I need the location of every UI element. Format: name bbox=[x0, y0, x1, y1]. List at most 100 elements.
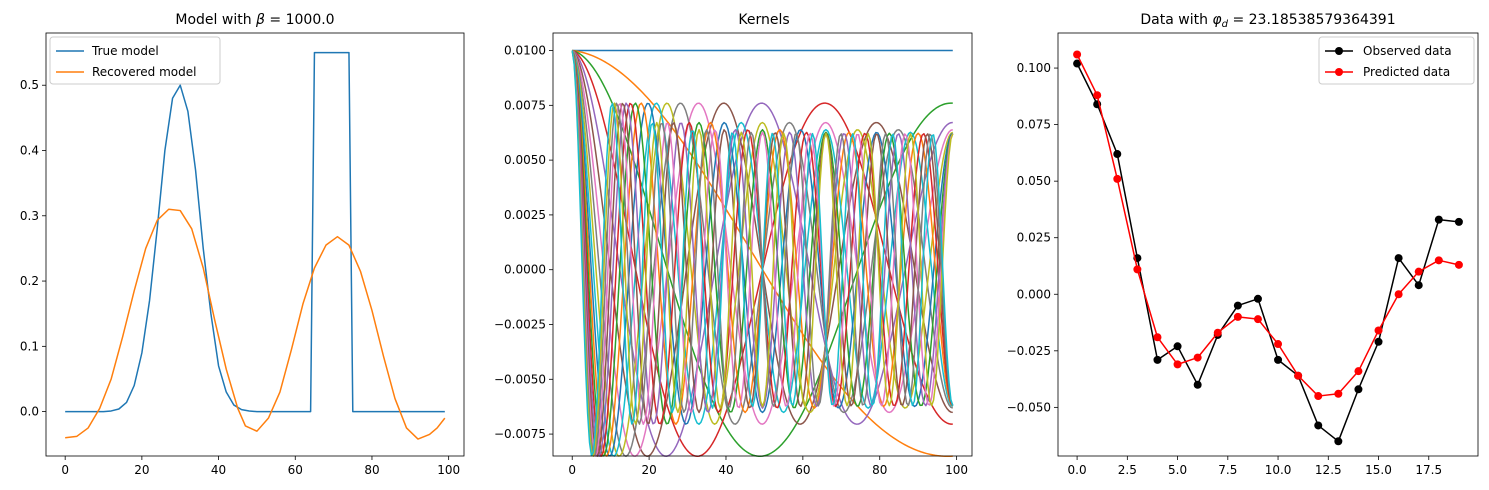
observed-data-point bbox=[1314, 421, 1323, 430]
kernels-axes-frame bbox=[552, 32, 973, 457]
predicted-data-point bbox=[1454, 260, 1463, 269]
observed-data-point bbox=[1334, 437, 1343, 446]
predicted-data-point bbox=[1213, 328, 1222, 337]
kernel-line-16 bbox=[571, 50, 954, 457]
data-xtick-label: 10.0 bbox=[1265, 463, 1292, 477]
kernel-line-19 bbox=[571, 50, 954, 457]
model-ytick-label: 0.3 bbox=[20, 209, 39, 223]
observed-data-point bbox=[1354, 385, 1363, 394]
observed-data-point bbox=[1253, 294, 1262, 303]
observed-data-point bbox=[1434, 215, 1443, 224]
observed-data-point bbox=[1454, 217, 1463, 226]
predicted-data-point bbox=[1414, 267, 1423, 276]
model-title-suffix: = 1000.0 bbox=[265, 12, 335, 28]
data-ytick-label: 0.050 bbox=[1017, 174, 1051, 188]
kernel-line-12 bbox=[571, 50, 954, 457]
observed-data-point bbox=[1414, 281, 1423, 290]
kernels-panel: Kernels 0 20 40 60 80 100 0.0100 0.0075 0.0050 0.… bbox=[494, 12, 973, 477]
kernels-plot-area bbox=[571, 49, 954, 458]
data-xtick-label: 15.0 bbox=[1365, 463, 1392, 477]
recovered-model-line bbox=[65, 208, 446, 440]
true-model-line bbox=[65, 51, 445, 413]
predicted-data-point bbox=[1133, 265, 1142, 274]
model-title-prefix: Model with bbox=[175, 12, 256, 28]
kernels-xtick-label: 80 bbox=[872, 463, 887, 477]
predicted-data-point bbox=[1073, 50, 1082, 59]
model-xtick-label: 0 bbox=[61, 463, 69, 477]
data-xtick-label: 5.0 bbox=[1168, 463, 1187, 477]
model-legend-label-true: True model bbox=[91, 44, 159, 58]
kernels-ytick-label: −0.0025 bbox=[494, 317, 546, 331]
observed-data-point bbox=[1374, 337, 1383, 346]
data-legend-marker-observed bbox=[1335, 47, 1343, 55]
predicted-data-point bbox=[1233, 312, 1242, 321]
data-panel: Data with φd = 23.18538579364391 0.0 2.5 5… bbox=[1007, 12, 1479, 477]
predicted-data-point bbox=[1354, 367, 1363, 376]
data-title-prefix: Data with bbox=[1140, 12, 1212, 28]
data-xtick-label: 7.5 bbox=[1218, 463, 1237, 477]
kernels-ytick-label: 0.0050 bbox=[504, 153, 546, 167]
kernels-xtick-label: 100 bbox=[945, 463, 968, 477]
kernel-line-14 bbox=[571, 50, 954, 458]
predicted-data-point bbox=[1314, 392, 1323, 401]
observed-data-point bbox=[1073, 59, 1082, 68]
kernels-ytick-label: 0.0000 bbox=[504, 263, 546, 277]
model-title: Model with β = 1000.0 bbox=[175, 12, 334, 28]
observed-data-point bbox=[1233, 301, 1242, 310]
model-axes-frame bbox=[45, 32, 465, 457]
model-xtick-label: 20 bbox=[134, 463, 149, 477]
predicted-data-point bbox=[1173, 360, 1182, 369]
data-title-phi-subscript: d bbox=[1222, 19, 1229, 30]
predicted-data-point bbox=[1434, 256, 1443, 265]
model-title-beta-symbol: β bbox=[255, 12, 265, 28]
kernels-xtick-label: 40 bbox=[718, 463, 733, 477]
data-title: Data with φd = 23.18538579364391 bbox=[1140, 12, 1395, 30]
observed-data-point bbox=[1153, 355, 1162, 364]
data-xtick-label: 0.0 bbox=[1068, 463, 1087, 477]
kernels-xtick-label: 0 bbox=[568, 463, 576, 477]
predicted-data-point bbox=[1193, 353, 1202, 362]
model-xtick-label: 40 bbox=[211, 463, 226, 477]
kernels-ytick-label: 0.0025 bbox=[504, 208, 546, 222]
data-ytick-label: 0.100 bbox=[1017, 61, 1051, 75]
model-plot-area bbox=[65, 51, 446, 440]
observed-data-point bbox=[1274, 355, 1283, 364]
predicted-data-point bbox=[1093, 91, 1102, 100]
data-title-phi-symbol: φ bbox=[1212, 12, 1222, 28]
model-ytick-label: 0.1 bbox=[20, 339, 39, 353]
kernels-ytick-label: −0.0050 bbox=[494, 372, 546, 386]
predicted-data-point bbox=[1274, 340, 1283, 349]
model-xtick-label: 60 bbox=[288, 463, 303, 477]
predicted-data-point bbox=[1374, 326, 1383, 335]
kernels-ytick-label: −0.0075 bbox=[494, 427, 546, 441]
kernels-xtick-label: 60 bbox=[795, 463, 810, 477]
predicted-data-line bbox=[1076, 54, 1460, 397]
data-ytick-label: −0.050 bbox=[1007, 400, 1051, 414]
data-legend-box bbox=[1318, 36, 1475, 85]
data-legend: Observed data Predicted data bbox=[1318, 36, 1475, 85]
predicted-data-point bbox=[1334, 389, 1343, 398]
predicted-data-point bbox=[1294, 371, 1303, 380]
kernels-ytick-label: 0.0075 bbox=[504, 98, 546, 112]
data-ytick-label: 0.025 bbox=[1017, 231, 1051, 245]
data-legend-label-observed: Observed data bbox=[1363, 44, 1452, 58]
model-axis-ticks: 0 20 40 60 80 100 0.0 0.1 0.2 0.3 0.4 0.5 bbox=[20, 78, 460, 477]
model-panel: Model with β = 1000.0 0 20 40 60 80 100 0.0 0.1… bbox=[20, 12, 465, 477]
model-xtick-label: 100 bbox=[437, 463, 460, 477]
model-ytick-label: 0.2 bbox=[20, 274, 39, 288]
model-ytick-label: 0.5 bbox=[20, 78, 39, 92]
predicted-data-point bbox=[1113, 174, 1122, 183]
model-ytick-label: 0.4 bbox=[20, 144, 39, 158]
kernels-title: Kernels bbox=[738, 12, 789, 28]
data-legend-label-predicted: Predicted data bbox=[1363, 65, 1450, 79]
data-axis-ticks: 0.0 2.5 5.0 7.5 10.0 12.5 15.0 17.5 0.100 0.075 0.… bbox=[1007, 61, 1443, 477]
observed-data-point bbox=[1394, 254, 1403, 263]
model-ytick-label: 0.0 bbox=[20, 405, 39, 419]
data-ytick-label: 0.000 bbox=[1017, 287, 1051, 301]
predicted-data-point bbox=[1253, 315, 1262, 324]
model-legend-label-recovered: Recovered model bbox=[92, 65, 196, 79]
kernels-xtick-label: 20 bbox=[641, 463, 656, 477]
kernels-axis-ticks: 0 20 40 60 80 100 0.0100 0.0075 0.0050 0.0025 0.00… bbox=[494, 44, 968, 477]
data-ytick-label: −0.025 bbox=[1007, 344, 1051, 358]
